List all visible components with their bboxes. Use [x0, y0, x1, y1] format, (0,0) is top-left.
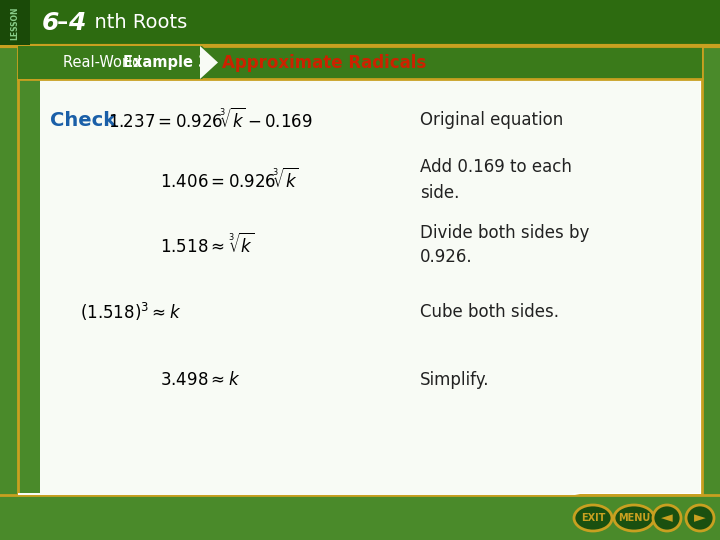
- Ellipse shape: [574, 505, 612, 531]
- Text: ◄: ◄: [661, 510, 673, 525]
- FancyBboxPatch shape: [18, 46, 702, 79]
- Ellipse shape: [653, 505, 681, 531]
- Text: Cube both sides.: Cube both sides.: [420, 303, 559, 321]
- Text: –: –: [57, 13, 68, 33]
- Text: MENU: MENU: [618, 513, 650, 523]
- Text: EXIT: EXIT: [581, 513, 606, 523]
- Text: $(1.518)^3 \approx k$: $(1.518)^3 \approx k$: [80, 301, 181, 323]
- Text: $1.237 = 0.926\!\sqrt[3]{k} - 0.169$: $1.237 = 0.926\!\sqrt[3]{k} - 0.169$: [108, 108, 312, 132]
- Circle shape: [35, 51, 59, 75]
- Text: Check: Check: [50, 111, 116, 130]
- Text: Real-World: Real-World: [63, 55, 146, 70]
- Ellipse shape: [614, 505, 654, 531]
- FancyBboxPatch shape: [0, 495, 720, 540]
- Text: Simplify.: Simplify.: [420, 371, 490, 389]
- Text: nth Roots: nth Roots: [82, 14, 187, 32]
- FancyBboxPatch shape: [0, 0, 30, 45]
- Text: LESSON: LESSON: [11, 6, 19, 40]
- Text: Example 3: Example 3: [123, 55, 208, 70]
- Text: 6: 6: [42, 11, 59, 35]
- Text: 4: 4: [68, 11, 86, 35]
- Text: Original equation: Original equation: [420, 111, 563, 129]
- Text: $1.406 = 0.926\!\sqrt[3]{k}$: $1.406 = 0.926\!\sqrt[3]{k}$: [160, 168, 299, 192]
- Text: ►: ►: [694, 510, 706, 525]
- Text: Add 0.169 to each
side.: Add 0.169 to each side.: [420, 159, 572, 201]
- Polygon shape: [200, 46, 218, 79]
- Polygon shape: [18, 46, 220, 79]
- Text: $1.518 \approx \sqrt[3]{k}$: $1.518 \approx \sqrt[3]{k}$: [160, 233, 254, 257]
- Text: Divide both sides by
0.926.: Divide both sides by 0.926.: [420, 224, 590, 267]
- FancyBboxPatch shape: [0, 0, 720, 45]
- Ellipse shape: [686, 505, 714, 531]
- FancyBboxPatch shape: [18, 47, 40, 495]
- FancyBboxPatch shape: [20, 49, 700, 493]
- FancyBboxPatch shape: [18, 47, 702, 495]
- Polygon shape: [18, 493, 580, 495]
- Text: $3.498 \approx k$: $3.498 \approx k$: [160, 371, 240, 389]
- Text: Approximate Radicals: Approximate Radicals: [222, 53, 426, 71]
